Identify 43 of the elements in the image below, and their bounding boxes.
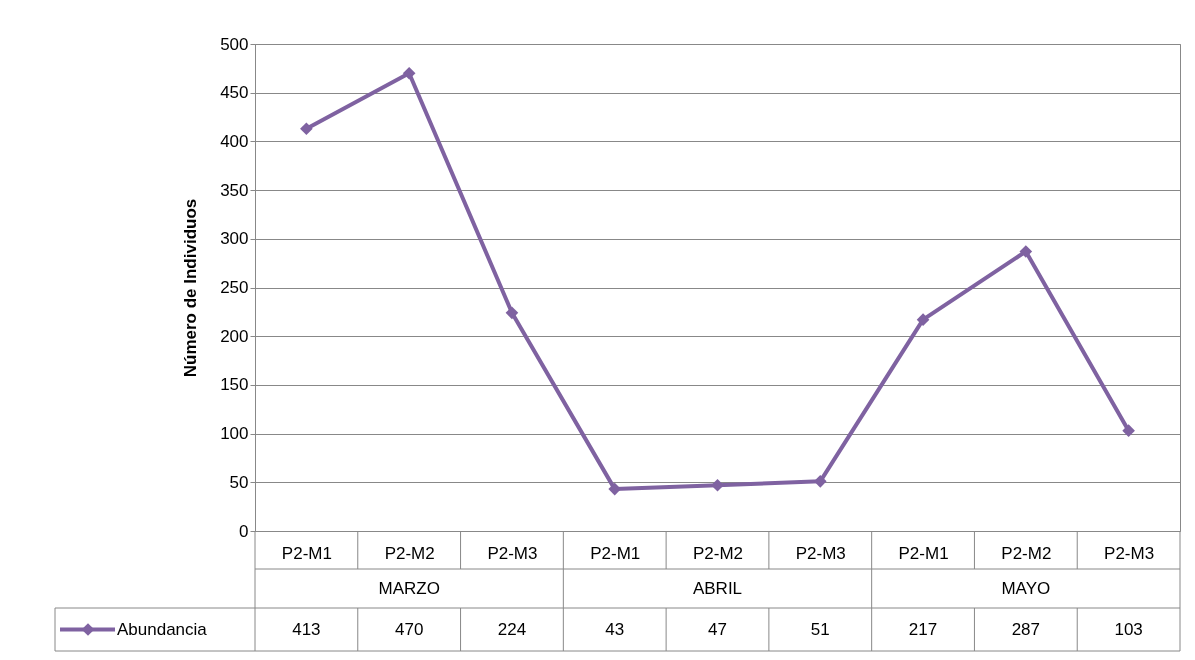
x-tick-label: P2-M3 <box>487 543 538 563</box>
data-label: 43 <box>605 619 625 639</box>
point <box>300 122 313 136</box>
legend-label: Abundancia <box>117 619 208 639</box>
data-label: 103 <box>1114 619 1143 639</box>
point <box>813 475 827 488</box>
point <box>608 482 622 496</box>
y-tick-label: 500 <box>220 34 249 54</box>
data-label: 224 <box>497 619 527 639</box>
data-label: 217 <box>908 619 938 639</box>
x-tick-label: P2-M1 <box>281 543 332 563</box>
text: ABRIL <box>692 578 743 598</box>
y-tick-label: 100 <box>220 424 249 444</box>
data-label: 287 <box>1011 619 1041 639</box>
point <box>916 313 930 326</box>
point <box>711 478 724 492</box>
x-tick-label: P2-M3 <box>795 543 846 563</box>
point <box>1122 424 1135 437</box>
point <box>505 306 519 320</box>
data-label: 47 <box>708 619 727 639</box>
data-label: 413 <box>292 619 321 639</box>
point <box>402 66 416 80</box>
x-tick-label: P2-M1 <box>590 543 641 563</box>
text: MAYO <box>1001 578 1051 598</box>
x-tick-label: P2-M1 <box>898 543 949 563</box>
data-label: 51 <box>810 619 830 639</box>
text: MARZO <box>378 578 440 598</box>
data-label: 470 <box>394 619 424 639</box>
x-tick-label: P2-M3 <box>1104 543 1155 563</box>
y-tick-label: 250 <box>220 278 249 297</box>
point <box>1019 245 1033 258</box>
x-tick-label: P2-M2 <box>1001 543 1052 563</box>
y-tick-label: 450 <box>220 83 249 103</box>
y-tick-label: 350 <box>220 180 249 200</box>
y-tick-label: 300 <box>220 229 249 249</box>
y-tick-label: 200 <box>220 326 249 346</box>
x-tick-label: P2-M2 <box>384 543 435 563</box>
y-tick-label: 400 <box>220 131 249 151</box>
y-axis-title: Número de Individuos <box>181 198 201 378</box>
y-tick-label: 50 <box>229 472 249 492</box>
x-tick-label: P2-M2 <box>692 543 744 563</box>
y-tick-label: 150 <box>220 375 249 395</box>
y-tick-label: 0 <box>239 521 249 541</box>
